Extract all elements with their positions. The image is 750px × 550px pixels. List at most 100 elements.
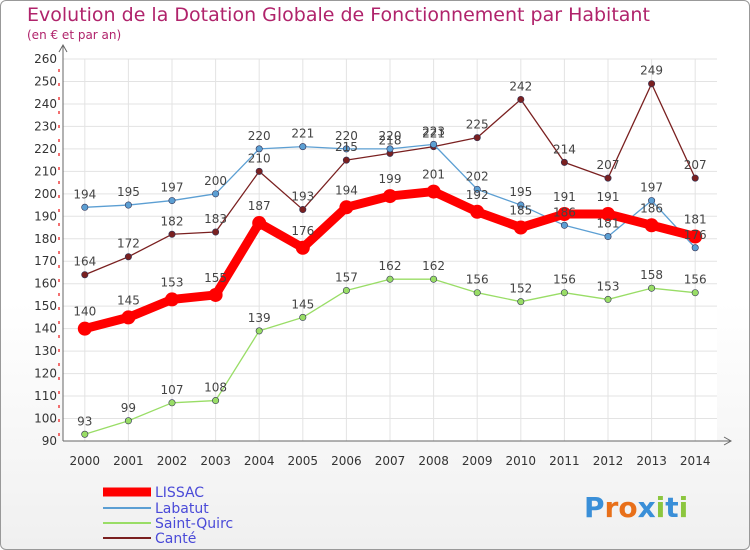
y-tick-label: 140	[34, 322, 57, 336]
data-point	[168, 197, 176, 205]
data-label: 195	[509, 185, 532, 199]
data-label: 207	[597, 158, 620, 172]
data-point	[299, 313, 307, 321]
data-point	[644, 218, 659, 233]
data-point	[604, 233, 612, 241]
logo-letter: i	[655, 491, 666, 524]
data-label: 207	[684, 158, 707, 172]
data-point	[473, 289, 481, 297]
y-tick-label: 210	[34, 164, 57, 178]
data-label: 156	[466, 273, 489, 287]
data-label: 145	[117, 293, 140, 307]
data-label: 158	[640, 268, 663, 282]
legend-label: Labatut	[155, 501, 209, 517]
data-label: 153	[161, 275, 184, 289]
data-label: 194	[73, 187, 96, 201]
data-point	[691, 244, 699, 252]
y-tick-label: 150	[34, 299, 57, 313]
data-point	[430, 275, 438, 283]
data-label: 242	[509, 79, 532, 93]
data-point	[383, 189, 397, 204]
data-label: 186	[640, 201, 663, 215]
y-tick-label: 170	[34, 254, 57, 268]
data-label: 145	[291, 297, 314, 311]
data-point	[604, 295, 612, 303]
data-label: 172	[117, 237, 140, 251]
data-label: 157	[335, 270, 358, 284]
data-label: 193	[291, 190, 314, 204]
x-tick-label: 2003	[200, 454, 231, 468]
data-point	[691, 174, 699, 182]
x-tick-label: 2011	[549, 454, 580, 468]
logo-letter: x	[637, 491, 656, 524]
data-label: 197	[161, 181, 184, 195]
data-label: 139	[248, 311, 271, 325]
y-tick-label: 180	[34, 232, 57, 246]
data-point	[81, 271, 89, 279]
y-tick-label: 220	[34, 142, 57, 156]
y-tick-label: 110	[34, 389, 57, 403]
data-label: 218	[379, 133, 402, 147]
data-point	[426, 184, 441, 199]
data-label: 249	[640, 64, 663, 78]
chart-subtitle: (en € et par an)	[27, 28, 122, 42]
data-point	[295, 240, 310, 255]
data-point	[208, 287, 223, 302]
data-label: 221	[291, 127, 314, 141]
data-label: 156	[553, 273, 576, 287]
data-point	[212, 397, 220, 405]
data-point	[77, 321, 92, 336]
data-point	[342, 156, 350, 164]
data-label: 201	[422, 168, 445, 182]
data-label: 153	[597, 279, 620, 293]
x-tick-label: 2006	[331, 454, 362, 468]
data-label: 195	[117, 185, 140, 199]
data-point	[648, 197, 656, 205]
data-label: 156	[684, 273, 707, 287]
logo-letter: P	[584, 491, 605, 524]
data-label: 155	[204, 271, 227, 285]
data-label: 185	[509, 204, 532, 218]
data-point	[473, 185, 481, 193]
data-point	[121, 310, 136, 325]
data-label: 183	[204, 212, 227, 226]
data-label: 182	[161, 214, 184, 228]
y-tick-label: 250	[34, 74, 57, 88]
data-point	[513, 220, 528, 235]
logo-letter: i	[678, 491, 689, 524]
data-point	[342, 145, 350, 153]
data-label: 225	[466, 118, 489, 132]
data-point	[688, 229, 703, 244]
data-label: 99	[121, 401, 136, 415]
data-label: 93	[77, 414, 92, 428]
data-point	[165, 292, 179, 307]
data-label: 194	[335, 183, 358, 197]
data-point	[342, 286, 350, 294]
data-point	[124, 417, 132, 425]
logo-letter: o	[618, 491, 638, 524]
data-point	[124, 253, 132, 261]
data-point	[299, 143, 307, 151]
data-label: 223	[422, 124, 445, 138]
data-point	[473, 134, 481, 142]
data-label: 164	[73, 255, 96, 269]
data-point	[560, 221, 568, 229]
data-point	[691, 289, 699, 297]
legend-label: LISSAC	[155, 485, 204, 501]
y-tick-label: 120	[34, 367, 57, 381]
y-tick-label: 100	[34, 412, 57, 426]
data-label: 152	[509, 282, 532, 296]
x-tick-label: 2014	[680, 454, 711, 468]
data-point	[255, 167, 263, 175]
data-label: 140	[73, 305, 96, 319]
data-point	[648, 80, 656, 88]
data-label: 202	[466, 169, 489, 183]
data-point	[168, 399, 176, 407]
data-label: 220	[248, 129, 271, 143]
data-point	[470, 204, 485, 219]
data-point	[81, 203, 89, 211]
data-label: 187	[248, 199, 271, 213]
x-tick-label: 2010	[506, 454, 537, 468]
data-point	[124, 201, 132, 209]
data-point	[386, 275, 394, 283]
